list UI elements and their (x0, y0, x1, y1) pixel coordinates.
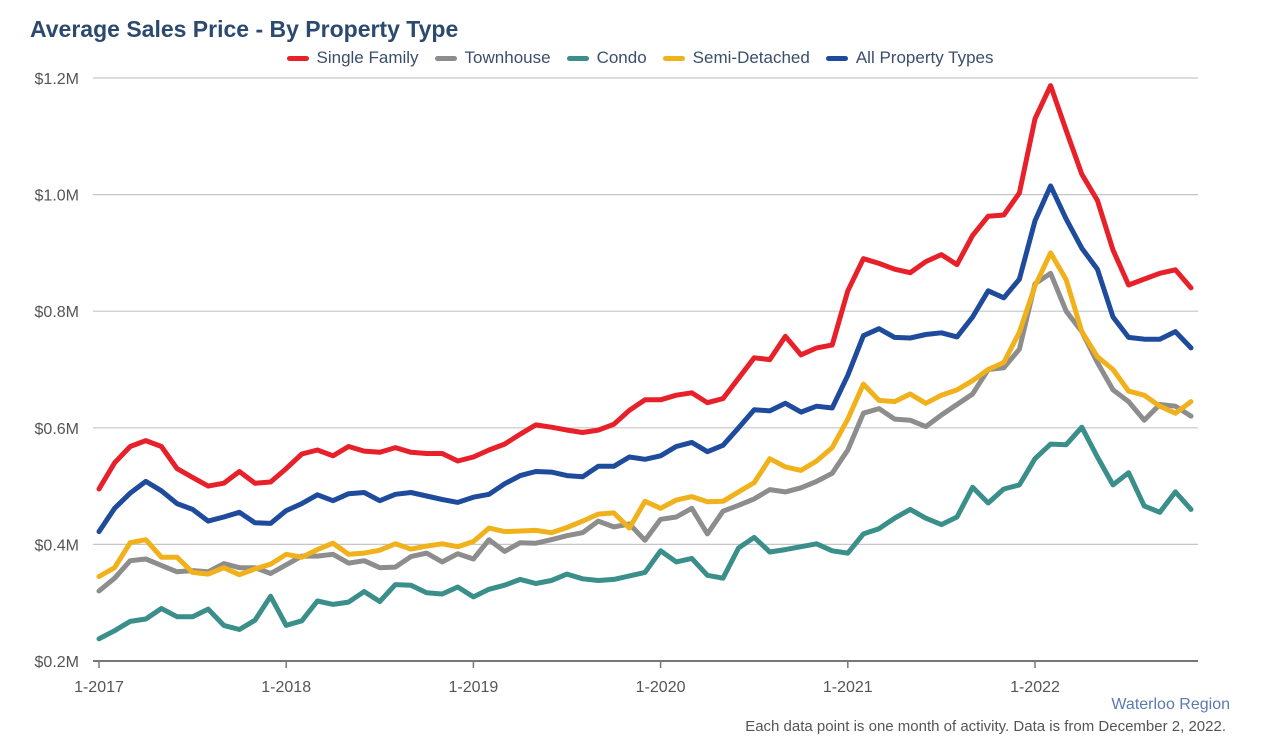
x-tick-label: 1-2018 (261, 679, 311, 696)
y-tick-label: $1.0M (35, 188, 79, 205)
legend-item-condo[interactable]: Condo (566, 48, 647, 68)
legend-swatch (662, 55, 685, 61)
region-label: Waterloo Region (1111, 696, 1230, 713)
y-tick-label: $0.4M (35, 537, 79, 554)
series-line-semi-detached (96, 250, 1194, 579)
chart-title: Average Sales Price - By Property Type (30, 16, 459, 42)
y-tick-label: $1.2M (35, 71, 79, 88)
legend-item-townhouse[interactable]: Townhouse (434, 48, 551, 68)
y-tick-label: $0.8M (35, 304, 79, 321)
x-tick-label: 1-2020 (636, 679, 686, 696)
legend-swatch (825, 55, 848, 61)
legend-label: All Property Types (855, 48, 994, 67)
y-tick-label: $0.6M (35, 421, 79, 438)
chart-legend: Single Family Townhouse Condo Semi-Detached… (0, 48, 1266, 68)
chart-footnote: Each data point is one month of activity… (745, 718, 1226, 735)
legend-item-single-family[interactable]: Single Family (286, 48, 419, 68)
x-tick-label: 1-2017 (74, 679, 124, 696)
legend-swatch (286, 55, 309, 61)
legend-label: Semi-Detached (692, 48, 810, 67)
legend-swatch (434, 55, 457, 61)
series-line-all-property-types (96, 183, 1194, 535)
x-tick-label: 1-2021 (823, 679, 873, 696)
legend-label: Single Family (316, 48, 419, 67)
x-tick-label: 1-2022 (1010, 679, 1060, 696)
series-line-townhouse (96, 270, 1194, 594)
x-tick-label: 1-2019 (448, 679, 498, 696)
legend-item-all-property-types[interactable]: All Property Types (825, 48, 994, 68)
series-line-condo (96, 424, 1194, 642)
legend-label: Condo (596, 48, 647, 67)
legend-swatch (566, 55, 589, 61)
series-line-single-family (96, 83, 1194, 492)
legend-item-semi-detached[interactable]: Semi-Detached (662, 48, 810, 68)
y-tick-label: $0.2M (35, 654, 79, 671)
legend-label: Townhouse (464, 48, 551, 67)
